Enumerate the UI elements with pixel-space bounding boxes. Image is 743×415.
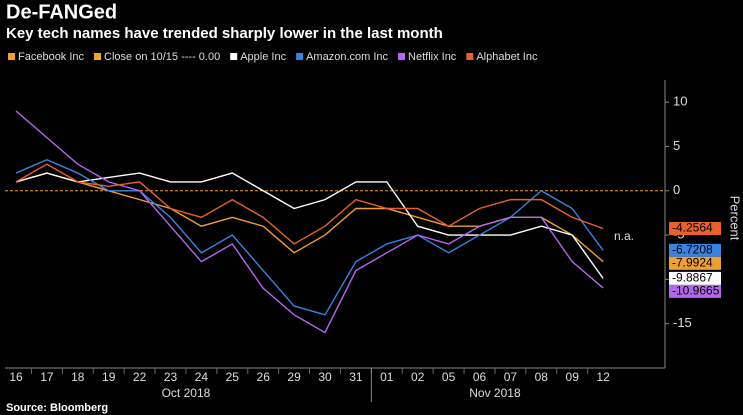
x-tick-label: 23 xyxy=(164,370,178,384)
x-tick-label: 30 xyxy=(318,370,332,384)
x-tick-label: 19 xyxy=(102,370,116,384)
end-label-box xyxy=(669,256,721,270)
legend-swatch xyxy=(230,53,238,60)
x-tick-label: 01 xyxy=(380,370,394,384)
x-tick-label: 17 xyxy=(40,370,54,384)
legend-label: Facebook Inc xyxy=(18,51,85,63)
legend-label: Apple Inc xyxy=(240,51,286,63)
x-tick-label: 16 xyxy=(9,370,23,384)
legend-label: Close on 10/15 ---- 0.00 xyxy=(104,51,220,63)
end-label-box xyxy=(669,271,721,285)
end-label: -9.8867 xyxy=(672,271,713,285)
series-line xyxy=(15,110,604,334)
month-label: Oct 2018 xyxy=(162,386,211,400)
x-tick-label: 06 xyxy=(473,370,487,384)
legend-swatch xyxy=(466,53,474,60)
y-axis-label: Percent xyxy=(728,196,743,241)
x-tick-label: 29 xyxy=(287,370,301,384)
x-tick-label: 07 xyxy=(504,370,518,384)
x-tick-label: 25 xyxy=(226,370,240,384)
series-line xyxy=(15,158,604,316)
chart-subtitle: Key tech names have trended sharply lowe… xyxy=(6,25,443,42)
y-tick-label: 10 xyxy=(673,94,687,109)
end-label-box xyxy=(669,221,721,235)
x-tick-label: 09 xyxy=(566,370,580,384)
legend-label: Amazon.com Inc xyxy=(306,51,388,63)
end-label: -6.7208 xyxy=(672,242,713,256)
x-tick-label: 18 xyxy=(71,370,85,384)
y-tick-label: 5 xyxy=(673,138,680,153)
x-tick-label: 05 xyxy=(442,370,456,384)
end-label: -7.9924 xyxy=(672,255,713,269)
end-label: -10.9665 xyxy=(672,284,720,298)
x-tick-label: 08 xyxy=(535,370,549,384)
x-tick-label: 22 xyxy=(133,370,147,384)
series-line xyxy=(15,163,604,245)
legend-swatch xyxy=(398,53,406,60)
x-tick-label: 12 xyxy=(596,370,610,384)
source: Source: Bloomberg xyxy=(6,402,108,414)
legend-swatch xyxy=(296,53,304,60)
series-line xyxy=(15,172,604,279)
reference-annotation: n.a. xyxy=(614,229,634,243)
x-tick-label: 24 xyxy=(195,370,209,384)
legend-label: Netflix Inc xyxy=(408,51,457,63)
legend-label: Alphabet Inc xyxy=(476,51,538,63)
end-label-box xyxy=(669,243,721,257)
legend-swatch xyxy=(94,53,102,60)
month-label: Nov 2018 xyxy=(469,386,521,400)
end-label: -4.2564 xyxy=(672,221,713,235)
end-label-box xyxy=(669,284,721,298)
x-tick-label: 31 xyxy=(349,370,363,384)
x-tick-label: 02 xyxy=(411,370,425,384)
legend-swatch xyxy=(8,53,15,60)
chart-title: De-FANGed xyxy=(6,1,117,23)
x-tick-label: 26 xyxy=(257,370,271,384)
y-tick-label: 0 xyxy=(673,182,680,197)
y-tick-label: -15 xyxy=(673,315,692,330)
